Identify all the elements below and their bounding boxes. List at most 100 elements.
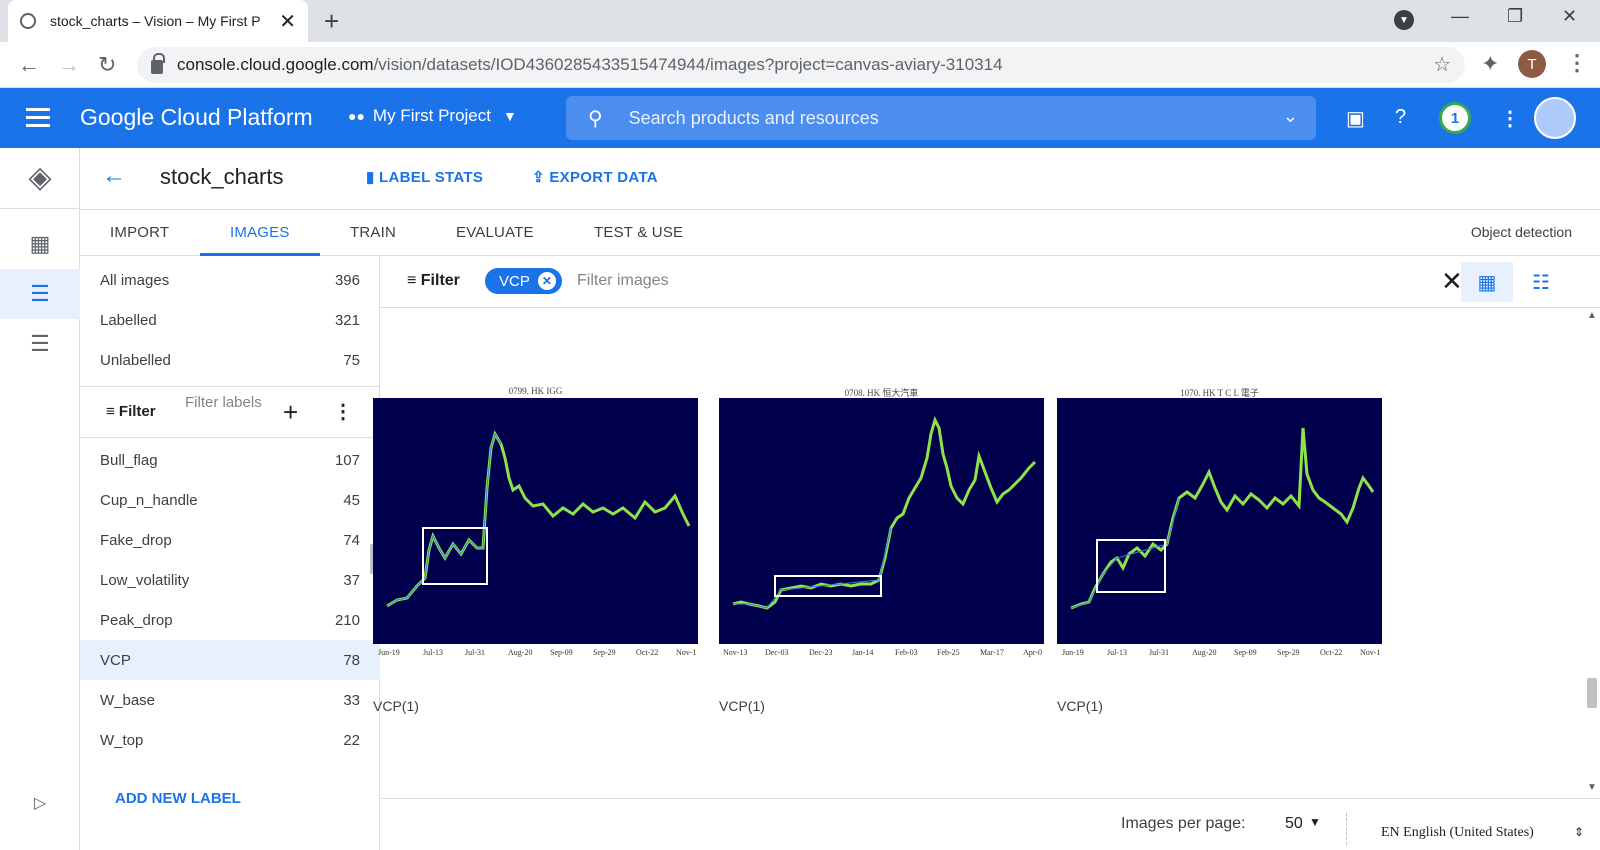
- add-label-icon[interactable]: +: [283, 397, 299, 427]
- close-window-icon[interactable]: ✕: [1562, 6, 1578, 26]
- image-grid-scrollbar[interactable]: ▲ ▼: [1584, 308, 1600, 798]
- sidebar-item-vcp[interactable]: VCP 78: [80, 640, 380, 680]
- image-annotation: VCP(1): [1057, 698, 1103, 714]
- hamburger-menu-icon[interactable]: [26, 108, 50, 127]
- sidebar-item-count: 75: [343, 351, 360, 369]
- image-grid-panel: ≡ Filter VCP ✕ Filter images ✕ ▦ ☷ 0799.…: [373, 256, 1600, 850]
- tab-search-icon[interactable]: ▼: [1394, 10, 1414, 30]
- bookmark-star-icon[interactable]: ☆: [1433, 54, 1451, 76]
- image-title: 0708. HK 恒大汽車: [844, 388, 919, 398]
- sidebar-item-cup-n-handle[interactable]: Cup_n_handle 45: [80, 480, 380, 520]
- tab-evaluate[interactable]: EVALUATE: [456, 224, 534, 241]
- images-per-page-label: Images per page:: [1121, 815, 1246, 832]
- more-vert-icon[interactable]: ⋮: [333, 401, 353, 423]
- new-tab-icon[interactable]: +: [324, 6, 340, 36]
- models-list-icon[interactable]: ☰: [30, 331, 50, 356]
- sidebar-item-all-images[interactable]: All images 396: [80, 260, 380, 300]
- cloud-shell-icon[interactable]: ▣: [1346, 108, 1365, 130]
- datasets-list-icon[interactable]: ☰: [0, 269, 80, 319]
- x-tick: Nov-1: [676, 648, 697, 657]
- scroll-up-icon[interactable]: ▲: [1587, 310, 1597, 321]
- sidebar-scrollbar[interactable]: [370, 544, 374, 574]
- notification-badge[interactable]: 1: [1439, 102, 1471, 134]
- add-new-label-button[interactable]: ADD NEW LABEL: [115, 790, 241, 807]
- reload-icon[interactable]: ↻: [98, 52, 117, 77]
- filter-labels-input[interactable]: Filter labels: [185, 394, 262, 411]
- forward-arrow-icon[interactable]: →: [58, 52, 80, 77]
- x-tick: Mar-17: [980, 648, 1004, 657]
- tab-images[interactable]: IMAGES: [230, 224, 290, 241]
- gcp-brand[interactable]: Google Cloud Platform: [80, 104, 313, 130]
- x-tick: Feb-25: [937, 648, 960, 657]
- url-host: console.cloud.google.com: [177, 55, 374, 74]
- filter-chip-vcp[interactable]: VCP ✕: [485, 268, 562, 294]
- sidebar-item-low-volatility[interactable]: Low_volatility 37: [80, 560, 380, 600]
- tab-test-use[interactable]: TEST & USE: [594, 224, 684, 241]
- export-data-button[interactable]: ⇪ EXPORT DATA: [532, 168, 658, 186]
- images-per-page-select[interactable]: 50: [1285, 815, 1303, 832]
- x-tick: Jul-31: [1149, 648, 1169, 657]
- address-bar[interactable]: console.cloud.google.com/vision/datasets…: [137, 47, 1465, 83]
- grid-view-icon[interactable]: ▦: [1461, 262, 1513, 302]
- sidebar-item-w-top[interactable]: W_top 22: [80, 720, 380, 760]
- label-stats-button[interactable]: ▮ LABEL STATS: [366, 168, 483, 186]
- x-tick: Jan-14: [852, 648, 874, 657]
- extensions-puzzle-icon[interactable]: ✦: [1481, 51, 1500, 76]
- lock-icon: [151, 53, 165, 74]
- filter-label: Filter: [420, 272, 460, 289]
- image-filter-button[interactable]: ≡ Filter: [407, 272, 460, 290]
- caret-down-icon[interactable]: ▼: [1309, 815, 1321, 829]
- profile-avatar[interactable]: T: [1518, 50, 1546, 78]
- label-filter-button[interactable]: ≡ Filter: [106, 403, 156, 420]
- sidebar-item-peak-drop[interactable]: Peak_drop 210: [80, 600, 380, 640]
- chevron-down-icon[interactable]: ⌄: [1282, 106, 1298, 126]
- x-tick: Dec-03: [765, 648, 789, 657]
- tab-import[interactable]: IMPORT: [110, 224, 170, 241]
- scroll-down-icon[interactable]: ▼: [1587, 782, 1597, 793]
- sidebar-item-w-base[interactable]: W_base 33: [80, 680, 380, 720]
- tab-train[interactable]: TRAIN: [350, 224, 396, 241]
- project-name: My First Project: [372, 106, 491, 125]
- back-arrow-icon[interactable]: ←: [18, 52, 40, 77]
- scrollbar-thumb[interactable]: [1587, 678, 1597, 708]
- candlestick-chart-2: [732, 415, 1037, 610]
- x-tick: Feb-03: [895, 648, 918, 657]
- x-tick: Jun-19: [378, 648, 400, 657]
- x-tick: Jul-13: [1107, 648, 1127, 657]
- list-view-icon[interactable]: ☷: [1532, 271, 1550, 294]
- filter-images-input[interactable]: Filter images: [577, 272, 669, 289]
- x-tick: Apr-0: [1023, 648, 1042, 657]
- clear-filter-icon[interactable]: ✕: [1441, 266, 1463, 296]
- browser-tab[interactable]: stock_charts – Vision – My First P ✕: [8, 0, 308, 42]
- x-tick: Sep-29: [593, 648, 616, 657]
- sidebar-item-fake-drop[interactable]: Fake_drop 74: [80, 520, 380, 560]
- x-tick: Jul-31: [465, 648, 485, 657]
- search-bar[interactable]: ⚲ Search products and resources ⌄: [566, 96, 1316, 140]
- user-avatar[interactable]: [1534, 97, 1576, 139]
- browser-tab-title: stock_charts – Vision – My First P: [50, 13, 261, 29]
- help-icon[interactable]: ?: [1395, 106, 1407, 128]
- more-vert-icon[interactable]: ⋮: [1500, 108, 1520, 130]
- remove-chip-icon[interactable]: ✕: [537, 272, 556, 290]
- x-tick: Dec-23: [809, 648, 833, 657]
- restore-icon[interactable]: ❐: [1507, 6, 1524, 26]
- project-selector[interactable]: ●● My First Project ▼: [348, 106, 517, 126]
- x-tick: Sep-29: [1277, 648, 1300, 657]
- filter-icon: ≡: [106, 403, 119, 420]
- language-selector[interactable]: EN English (United States) ⇕: [1346, 813, 1584, 845]
- minimize-icon[interactable]: —: [1451, 6, 1469, 26]
- sidebar-item-labelled[interactable]: Labelled 321: [80, 300, 380, 340]
- upload-icon: ⇪: [532, 169, 550, 186]
- language-caret-icon: ⇕: [1573, 825, 1584, 839]
- dashboard-icon[interactable]: ▦: [29, 231, 51, 256]
- back-arrow-icon[interactable]: ←: [102, 162, 126, 189]
- x-tick: Nov-1: [1360, 648, 1381, 657]
- close-tab-icon[interactable]: ✕: [279, 10, 296, 33]
- sidebar-item-label: Cup_n_handle: [100, 491, 198, 509]
- sidebar-item-unlabelled[interactable]: Unlabelled 75: [80, 340, 380, 380]
- vision-logo-icon[interactable]: ◈: [28, 161, 52, 194]
- x-tick: Sep-09: [550, 648, 573, 657]
- browser-menu-icon[interactable]: ⋮: [1566, 50, 1588, 75]
- sidebar-item-bull-flag[interactable]: Bull_flag 107: [80, 440, 380, 480]
- expand-rail-icon[interactable]: ▷: [33, 795, 47, 812]
